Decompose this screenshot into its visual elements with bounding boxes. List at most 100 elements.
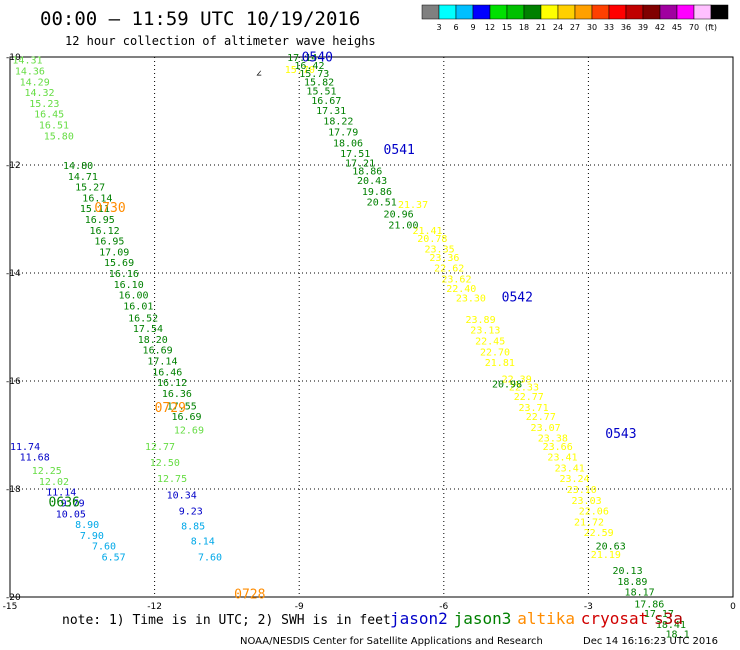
- swh-value: 16.14: [82, 193, 112, 204]
- swh-value: 15.51: [306, 86, 336, 97]
- satellite-legend-item: s3a: [654, 609, 683, 628]
- swh-value: 23.13: [470, 326, 500, 337]
- swh-value: 23.89: [465, 315, 495, 326]
- swh-value: 7.60: [198, 553, 222, 564]
- swh-value: 7.60: [92, 542, 116, 553]
- satellite-legend: jason2 jason3 altika cryosat s3a: [390, 609, 683, 628]
- swh-value: 20.43: [357, 176, 387, 187]
- swh-value: 16.95: [85, 215, 115, 226]
- swh-value: 23.62: [441, 274, 471, 285]
- pass-labels: 0540 0541 0542 0543 0730 0729 0728 0636: [49, 51, 637, 603]
- chart-subtitle: 12 hour collection of altimeter wave hei…: [65, 34, 376, 48]
- swh-value: 22.59: [584, 528, 614, 539]
- colorbar-swatch: [574, 4, 593, 20]
- satellite-legend-item: cryosat: [581, 609, 648, 628]
- swh-value: 16.36: [162, 389, 192, 400]
- x-tick-label: -9: [295, 602, 304, 612]
- colorbar-swatch: [659, 4, 678, 20]
- swh-value: 14.29: [20, 77, 50, 88]
- swh-value: 17.14: [147, 356, 177, 367]
- swh-value: 15.27: [75, 183, 105, 194]
- swh-value: 22.33: [509, 382, 539, 393]
- pass-label: 0730: [94, 201, 125, 216]
- colorbar-swatch: [693, 4, 712, 20]
- swh-value: 17.21: [345, 158, 375, 169]
- colorbar-swatch: [676, 4, 695, 20]
- colorbar-swatch: [472, 4, 491, 20]
- swh-value: 16.51: [39, 121, 69, 132]
- colorbar-swatch: [421, 4, 440, 20]
- swh-value: 17.14: [287, 53, 317, 64]
- swh-value: 21.81: [485, 358, 515, 369]
- swh-value: 17.79: [328, 128, 358, 139]
- swh-value: 20.96: [384, 210, 414, 221]
- x-tick-label: -12: [147, 602, 162, 612]
- colorbar-label: 45: [672, 23, 682, 32]
- y-tick-label: -16: [6, 377, 21, 387]
- y-axis-ticks: -10 -12 -14 -16 -18 -20: [6, 53, 21, 603]
- colorbar-label: 30: [587, 23, 597, 32]
- footnote: note: 1) Time is in UTC; 2) SWH is in fe…: [62, 613, 391, 628]
- swh-value: 21.00: [388, 220, 418, 231]
- colorbar-legend: 3 6 9 12 15 18 21 24 27 30 33 36 39 42 45 70 (ft): [421, 4, 729, 32]
- swh-value: 16.00: [118, 291, 148, 302]
- swh-value: 11.68: [20, 453, 50, 464]
- swh-value: 14.80: [63, 161, 93, 172]
- x-tick-label: 0: [730, 602, 736, 612]
- swh-value: 17.17: [644, 609, 674, 620]
- colorbar-swatch: [489, 4, 508, 20]
- colorbar-label: (ft): [705, 23, 717, 32]
- swh-value: 16.69: [143, 346, 173, 357]
- swh-value: 17.86: [634, 599, 664, 610]
- swh-value: 8.90: [75, 520, 99, 531]
- pass-label: 0540: [302, 51, 333, 66]
- swh-value: 12.69: [174, 426, 204, 437]
- colorbar-label: 27: [570, 23, 580, 32]
- swh-value: 18.1: [666, 630, 690, 641]
- swh-value: 22.40: [446, 284, 476, 295]
- swh-value: 22.70: [480, 347, 510, 358]
- swh-value: 12.02: [39, 477, 69, 488]
- y-tick-label: -20: [6, 593, 21, 603]
- swh-value: 6.57: [102, 553, 126, 564]
- swh-value: 15.69: [104, 258, 134, 269]
- satellite-legend-item: altika: [517, 609, 575, 628]
- x-tick-label: -15: [3, 602, 18, 612]
- swh-value: 21.37: [398, 200, 428, 211]
- swh-value: 18.06: [333, 138, 363, 149]
- swh-value: 18.89: [617, 577, 647, 588]
- swh-value: 23.30: [456, 293, 486, 304]
- swh-value: 15.23: [29, 99, 59, 110]
- pass-label: 0636: [49, 496, 80, 511]
- pass-label: 0542: [502, 290, 533, 305]
- satellite-legend-item: jason3: [454, 609, 512, 628]
- x-axis-ticks: -15 -12 -9 -6 -3 0: [3, 602, 736, 612]
- swh-value: 22.62: [434, 264, 464, 275]
- satellite-legend-item: jason2: [390, 609, 448, 628]
- swh-value: 23.36: [429, 253, 459, 264]
- swh-value: 21.72: [574, 517, 604, 528]
- colorbar-label: 70: [689, 23, 699, 32]
- swh-value: 15.80: [44, 131, 74, 142]
- swh-value: 23.38: [538, 434, 568, 445]
- swh-value: 10.05: [56, 509, 86, 520]
- y-tick-label: -10: [6, 53, 21, 63]
- swh-value: 12.77: [145, 442, 175, 453]
- swh-value: 17.55: [167, 401, 197, 412]
- chart-title: 00:00 – 11:59 UTC 10/19/2016: [40, 8, 360, 30]
- credit-line: NOAA/NESDIS Center for Satellite Applica…: [240, 636, 543, 647]
- swh-value: 16.16: [109, 269, 139, 280]
- colorbar-swatch: [540, 4, 559, 20]
- colorbar-label: 9: [470, 23, 475, 32]
- y-tick-label: -12: [6, 161, 21, 171]
- swh-value: 16.67: [311, 96, 341, 107]
- swh-value: 16.01: [123, 301, 153, 312]
- swh-value: 22.77: [514, 392, 544, 403]
- swh-value: 14.32: [24, 88, 54, 99]
- swh-value: 15.70: [285, 65, 315, 76]
- colorbar-swatch: [608, 4, 627, 20]
- swh-value: 23.10: [567, 485, 597, 496]
- colorbar-label: 33: [604, 23, 614, 32]
- swh-value: 20.78: [417, 234, 447, 245]
